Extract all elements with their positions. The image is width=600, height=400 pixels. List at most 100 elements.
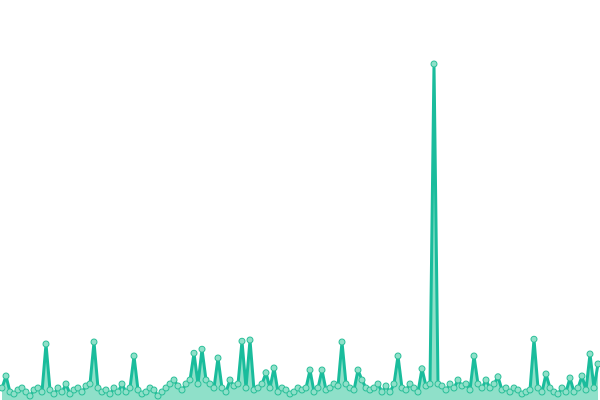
series-area — [2, 64, 598, 400]
data-point — [402, 386, 410, 394]
data-point — [218, 384, 226, 392]
data-point — [546, 384, 554, 392]
data-point — [574, 384, 582, 392]
data-point — [282, 386, 290, 394]
data-point — [390, 380, 398, 388]
data-point — [154, 392, 162, 400]
data-point — [534, 384, 542, 392]
data-point — [466, 386, 474, 394]
data-point — [226, 376, 234, 384]
data-point — [350, 386, 358, 394]
data-point — [94, 384, 102, 392]
data-point — [450, 384, 458, 392]
data-point — [406, 380, 414, 388]
data-point — [570, 388, 578, 396]
data-point — [558, 384, 566, 392]
data-point — [122, 388, 130, 396]
data-point — [338, 338, 346, 346]
data-point — [394, 352, 402, 360]
data-point — [46, 386, 54, 394]
data-point — [210, 384, 218, 392]
data-point — [266, 384, 274, 392]
data-point — [34, 384, 42, 392]
data-point — [166, 380, 174, 388]
series-line — [0, 62, 600, 398]
data-point — [246, 336, 254, 344]
data-point — [170, 376, 178, 384]
data-point — [578, 372, 586, 380]
data-point — [0, 384, 6, 392]
data-point — [2, 372, 10, 380]
data-point — [150, 386, 158, 394]
data-point — [374, 380, 382, 388]
data-point — [194, 380, 202, 388]
data-point — [378, 388, 386, 396]
data-point — [342, 380, 350, 388]
data-point — [10, 390, 18, 398]
data-point — [590, 384, 598, 392]
data-point — [126, 384, 134, 392]
data-point — [42, 340, 50, 348]
data-point — [470, 352, 478, 360]
data-point — [482, 376, 490, 384]
data-point — [90, 338, 98, 346]
data-point — [18, 384, 26, 392]
data-point — [306, 366, 314, 374]
data-point — [418, 365, 426, 373]
data-point — [86, 380, 94, 388]
data-point — [290, 388, 298, 396]
data-point — [310, 388, 318, 396]
data-point — [334, 382, 342, 390]
data-point — [158, 388, 166, 396]
data-point — [238, 337, 246, 345]
data-point — [582, 386, 590, 394]
data-point — [438, 382, 446, 390]
data-point — [318, 366, 326, 374]
data-point — [182, 380, 190, 388]
data-point — [382, 382, 390, 390]
data-point — [358, 376, 366, 384]
data-point — [38, 388, 46, 396]
data-point — [234, 380, 242, 388]
data-point — [242, 384, 250, 392]
data-point — [78, 388, 86, 396]
data-point — [58, 388, 66, 396]
data-point — [430, 60, 438, 68]
data-point — [506, 388, 514, 396]
data-point — [50, 390, 58, 398]
data-point — [514, 386, 522, 394]
data-point — [110, 384, 118, 392]
data-point — [114, 388, 122, 396]
data-point — [206, 380, 214, 388]
data-point — [474, 380, 482, 388]
data-point — [130, 352, 138, 360]
series-markers — [0, 60, 600, 400]
data-point — [134, 386, 142, 394]
data-point — [446, 380, 454, 388]
data-point — [594, 360, 600, 368]
data-point — [198, 345, 206, 353]
data-point — [554, 390, 562, 398]
data-point — [478, 384, 486, 392]
data-point — [442, 386, 450, 394]
data-point — [502, 384, 510, 392]
data-point — [486, 384, 494, 392]
data-point — [542, 370, 550, 378]
data-point — [190, 349, 198, 357]
data-point — [54, 384, 62, 392]
data-point — [530, 335, 538, 343]
data-point — [526, 386, 534, 394]
data-point — [142, 388, 150, 396]
data-point — [66, 390, 74, 398]
data-point — [326, 384, 334, 392]
data-point — [74, 384, 82, 392]
data-point — [314, 384, 322, 392]
data-point — [118, 380, 126, 388]
data-point — [178, 386, 186, 394]
data-point — [586, 350, 594, 358]
data-point — [26, 392, 34, 400]
data-point — [414, 388, 422, 396]
data-point — [462, 380, 470, 388]
data-point — [254, 384, 262, 392]
data-point — [270, 364, 278, 372]
